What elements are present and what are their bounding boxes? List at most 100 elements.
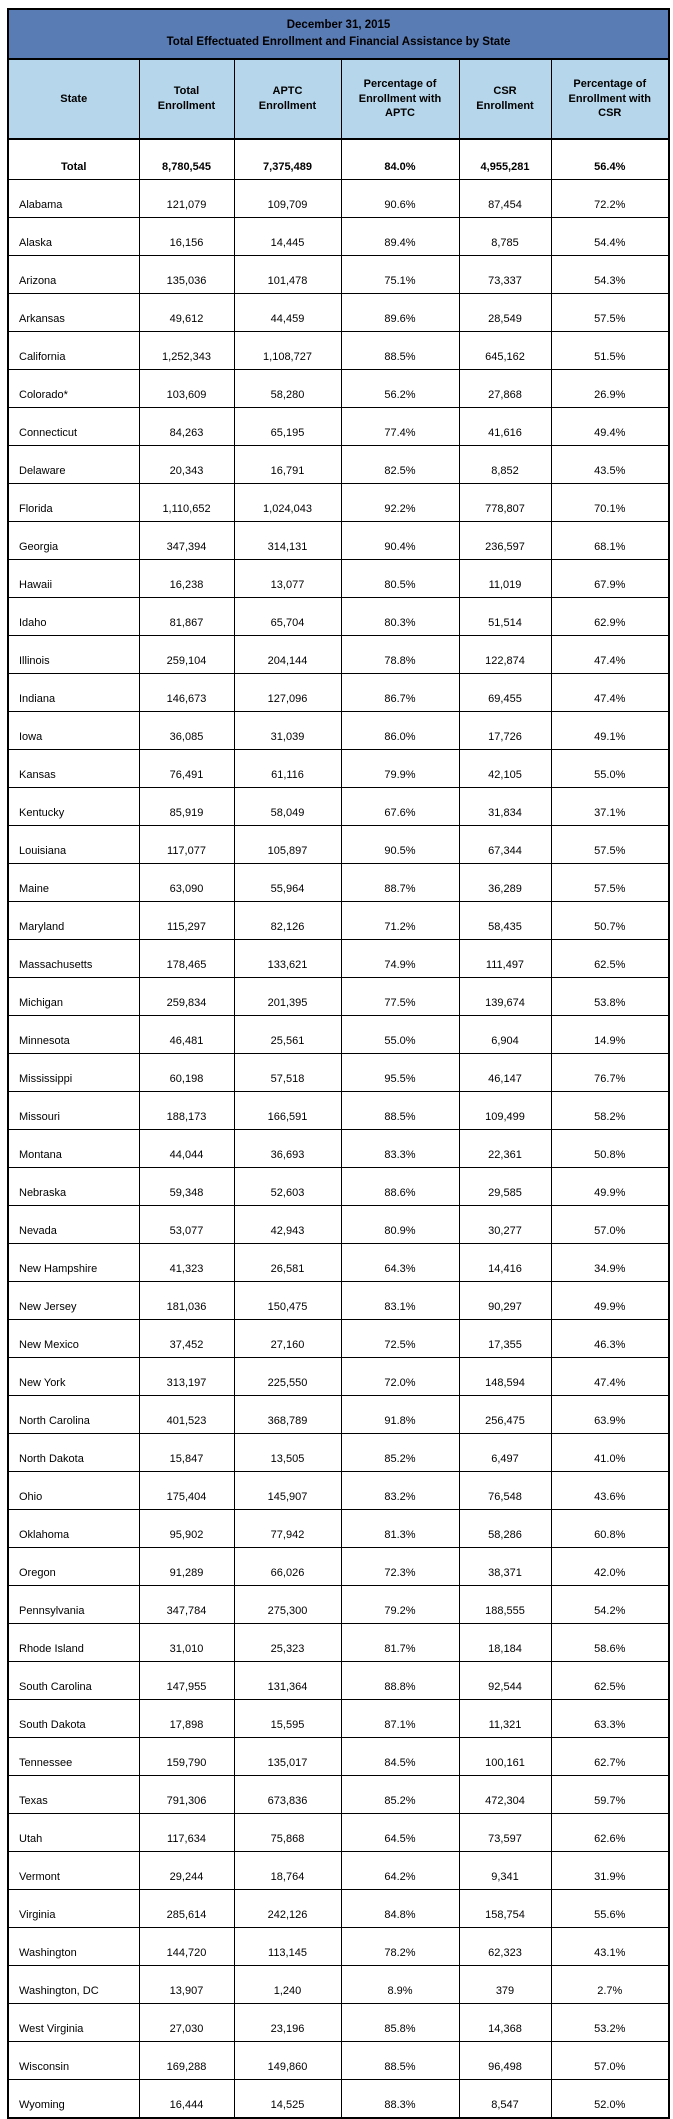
title-row: December 31, 2015 Total Effectuated Enro… bbox=[7, 8, 670, 60]
cell-state-name: Missouri bbox=[7, 1091, 140, 1130]
state-row: Maine 63,090 55,964 88.7% 36,289 57.5% bbox=[7, 863, 670, 902]
cell-aptc-enrollment: 77,942 bbox=[233, 1509, 342, 1548]
cell-aptc-enrollment: 101,478 bbox=[233, 255, 342, 294]
cell-total-enrollment: 181,036 bbox=[138, 1281, 235, 1320]
cell-aptc-enrollment: 127,096 bbox=[233, 673, 342, 712]
cell-state-name: Nebraska bbox=[7, 1167, 140, 1206]
cell-aptc-enrollment: 145,907 bbox=[233, 1471, 342, 1510]
state-row: Hawaii 16,238 13,077 80.5% 11,019 67.9% bbox=[7, 559, 670, 598]
cell-aptc-enrollment: 133,621 bbox=[233, 939, 342, 978]
cell-pct-csr: 52.0% bbox=[550, 2079, 670, 2119]
cell-aptc-enrollment: 65,195 bbox=[233, 407, 342, 446]
cell-pct-csr: 53.2% bbox=[550, 2003, 670, 2042]
cell-csr-enrollment: 778,807 bbox=[458, 483, 552, 522]
title-date: December 31, 2015 bbox=[286, 18, 391, 31]
cell-aptc-enrollment: 105,897 bbox=[233, 825, 342, 864]
cell-pct-aptc: 80.3% bbox=[340, 597, 460, 636]
cell-state-name: Nevada bbox=[7, 1205, 140, 1244]
cell-csr-enrollment: 29,585 bbox=[458, 1167, 552, 1206]
cell-pct-aptc: 84.8% bbox=[340, 1889, 460, 1928]
cell-state-name: Mississippi bbox=[7, 1053, 140, 1092]
cell-pct-aptc: 55.0% bbox=[340, 1015, 460, 1054]
cell-state-name: Georgia bbox=[7, 521, 140, 560]
cell-csr-enrollment: 236,597 bbox=[458, 521, 552, 560]
state-row: North Carolina 401,523 368,789 91.8% 256… bbox=[7, 1395, 670, 1434]
cell-csr-enrollment: 41,616 bbox=[458, 407, 552, 446]
cell-total-enrollment: 144,720 bbox=[138, 1927, 235, 1966]
cell-pct-csr: 41.0% bbox=[550, 1433, 670, 1472]
state-row: Colorado* 103,609 58,280 56.2% 27,868 26… bbox=[7, 369, 670, 408]
column-header-csr-enrollment: CSR Enrollment bbox=[458, 58, 552, 140]
cell-pct-aptc: 77.4% bbox=[340, 407, 460, 446]
cell-csr-enrollment: 8,785 bbox=[458, 217, 552, 256]
cell-total-enrollment: 103,609 bbox=[138, 369, 235, 408]
cell-state-name: Michigan bbox=[7, 977, 140, 1016]
cell-state-name: Texas bbox=[7, 1775, 140, 1814]
cell-total-enrollment: 313,197 bbox=[138, 1357, 235, 1396]
column-header-total-enrollment: Total Enrollment bbox=[138, 58, 235, 140]
cell-aptc-enrollment: 31,039 bbox=[233, 711, 342, 750]
state-row: Pennsylvania 347,784 275,300 79.2% 188,5… bbox=[7, 1585, 670, 1624]
cell-aptc-enrollment: 13,077 bbox=[233, 559, 342, 598]
cell-csr-enrollment: 90,297 bbox=[458, 1281, 552, 1320]
total-row: Total 8,780,545 7,375,489 84.0% 4,955,28… bbox=[7, 138, 670, 180]
cell-pct-aptc: 78.2% bbox=[340, 1927, 460, 1966]
cell-pct-aptc: 74.9% bbox=[340, 939, 460, 978]
cell-csr-enrollment: 111,497 bbox=[458, 939, 552, 978]
cell-pct-aptc: 64.5% bbox=[340, 1813, 460, 1852]
cell-state-name: Rhode Island bbox=[7, 1623, 140, 1662]
cell-state-name: Washington, DC bbox=[7, 1965, 140, 2004]
cell-total-enrollment: 49,612 bbox=[138, 293, 235, 332]
cell-aptc-enrollment: 61,116 bbox=[233, 749, 342, 788]
state-row: New Mexico 37,452 27,160 72.5% 17,355 46… bbox=[7, 1319, 670, 1358]
cell-pct-aptc: 85.2% bbox=[340, 1775, 460, 1814]
cell-pct-csr: 72.2% bbox=[550, 179, 670, 218]
cell-csr-enrollment: 148,594 bbox=[458, 1357, 552, 1396]
cell-total-enrollment: 76,491 bbox=[138, 749, 235, 788]
cell-csr-enrollment: 188,555 bbox=[458, 1585, 552, 1624]
cell-pct-aptc: 86.7% bbox=[340, 673, 460, 712]
cell-aptc-enrollment: 1,108,727 bbox=[233, 331, 342, 370]
cell-state-name: South Dakota bbox=[7, 1699, 140, 1738]
state-row: Iowa 36,085 31,039 86.0% 17,726 49.1% bbox=[7, 711, 670, 750]
cell-pct-csr: 43.6% bbox=[550, 1471, 670, 1510]
cell-pct-aptc: 67.6% bbox=[340, 787, 460, 826]
cell-pct-aptc: 80.5% bbox=[340, 559, 460, 598]
cell-total-enrollment: 175,404 bbox=[138, 1471, 235, 1510]
cell-aptc-enrollment: 55,964 bbox=[233, 863, 342, 902]
column-header-state: State bbox=[7, 58, 140, 140]
cell-pct-csr: 43.5% bbox=[550, 445, 670, 484]
cell-pct-csr: 37.1% bbox=[550, 787, 670, 826]
cell-aptc-enrollment: 57,518 bbox=[233, 1053, 342, 1092]
cell-state-name: Idaho bbox=[7, 597, 140, 636]
cell-aptc-enrollment: 25,561 bbox=[233, 1015, 342, 1054]
cell-pct-aptc: 92.2% bbox=[340, 483, 460, 522]
cell-csr-enrollment: 14,368 bbox=[458, 2003, 552, 2042]
cell-pct-csr: 43.1% bbox=[550, 1927, 670, 1966]
state-row: Minnesota 46,481 25,561 55.0% 6,904 14.9… bbox=[7, 1015, 670, 1054]
cell-csr-enrollment: 38,371 bbox=[458, 1547, 552, 1586]
total-row-total-enrollment: 8,780,545 bbox=[138, 138, 235, 180]
cell-state-name: North Carolina bbox=[7, 1395, 140, 1434]
cell-aptc-enrollment: 52,603 bbox=[233, 1167, 342, 1206]
cell-pct-aptc: 90.4% bbox=[340, 521, 460, 560]
cell-total-enrollment: 59,348 bbox=[138, 1167, 235, 1206]
cell-total-enrollment: 17,898 bbox=[138, 1699, 235, 1738]
cell-state-name: Connecticut bbox=[7, 407, 140, 446]
cell-total-enrollment: 44,044 bbox=[138, 1129, 235, 1168]
cell-aptc-enrollment: 44,459 bbox=[233, 293, 342, 332]
cell-total-enrollment: 31,010 bbox=[138, 1623, 235, 1662]
state-row: Georgia 347,394 314,131 90.4% 236,597 68… bbox=[7, 521, 670, 560]
cell-total-enrollment: 169,288 bbox=[138, 2041, 235, 2080]
state-row: Ohio 175,404 145,907 83.2% 76,548 43.6% bbox=[7, 1471, 670, 1510]
cell-total-enrollment: 36,085 bbox=[138, 711, 235, 750]
cell-state-name: Wyoming bbox=[7, 2079, 140, 2119]
cell-csr-enrollment: 28,549 bbox=[458, 293, 552, 332]
cell-csr-enrollment: 17,355 bbox=[458, 1319, 552, 1358]
cell-csr-enrollment: 92,544 bbox=[458, 1661, 552, 1700]
column-header-row: State Total Enrollment APTC Enrollment P… bbox=[7, 58, 670, 140]
state-row: North Dakota 15,847 13,505 85.2% 6,497 4… bbox=[7, 1433, 670, 1472]
cell-pct-aptc: 72.0% bbox=[340, 1357, 460, 1396]
cell-total-enrollment: 115,297 bbox=[138, 901, 235, 940]
cell-total-enrollment: 16,238 bbox=[138, 559, 235, 598]
